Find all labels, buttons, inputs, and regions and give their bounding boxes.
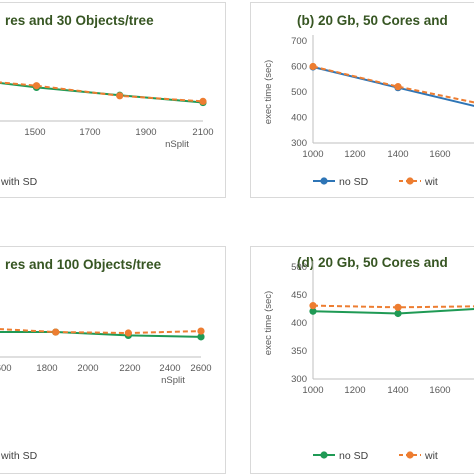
chart-d-legend-label: wit xyxy=(424,450,438,462)
chart-b-ytick-label: 400 xyxy=(291,113,307,124)
chart-c-series-1-line xyxy=(0,331,202,338)
chart-c-xtick-label: 2400 xyxy=(159,363,180,374)
chart-b-ytick-label: 700 xyxy=(291,36,307,47)
chart-b-xtick-label: 1000 xyxy=(302,149,323,160)
chart-c-title: res and 100 Objects/tree xyxy=(5,257,162,272)
chart-c-svg: res and 100 Objects/tree 1600 1800 2000 2200… xyxy=(0,257,212,462)
chart-a-xtick-label: 1900 xyxy=(135,127,156,138)
chart-d-ytick-label: 450 xyxy=(291,290,307,301)
chart-b-series-2-point xyxy=(394,83,402,91)
chart-c-series-2-point xyxy=(124,329,132,337)
chart-c-xtick-label: 1600 xyxy=(0,363,12,374)
chart-a-xtick-label: 1500 xyxy=(24,127,45,138)
chart-c-xtick-label: 2600 xyxy=(190,363,211,374)
chart-b-legend-label: no SD xyxy=(339,176,369,188)
chart-b-ylabel: exec time (sec) xyxy=(263,60,274,124)
chart-d-legend-swatch-marker xyxy=(406,451,414,459)
chart-d-series-1-line xyxy=(312,307,474,315)
chart-a-series-2-point xyxy=(32,82,41,90)
chart-b-ytick-label: 500 xyxy=(291,87,307,98)
chart-d-series-2-point xyxy=(394,303,402,311)
chart-panel-d: (d) 20 Gb, 50 Cores and 300 350 400 450 500 ex… xyxy=(250,246,474,474)
chart-d-title: (d) 20 Gb, 50 Cores and xyxy=(297,255,448,270)
chart-d-ytick-label: 300 xyxy=(291,374,307,385)
chart-d-xtick-label: 1000 xyxy=(302,385,323,396)
chart-d-series-1-point xyxy=(394,309,402,318)
chart-a-series-2-point xyxy=(199,97,207,105)
chart-a-xlabel: nSplit xyxy=(165,139,189,150)
chart-d-ylabel: exec time (sec) xyxy=(263,291,274,355)
chart-b-series-2-point xyxy=(309,62,317,71)
chart-d-series-1-point xyxy=(309,307,317,315)
chart-a-xtick-label: 2100 xyxy=(192,127,213,138)
chart-d-xtick-label: 1600 xyxy=(429,385,450,396)
chart-d-ytick-label: 400 xyxy=(291,318,307,329)
chart-c-series-2-point xyxy=(52,328,60,336)
chart-c-xtick-label: 2000 xyxy=(77,363,98,374)
chart-c-series-2-line xyxy=(0,328,202,335)
chart-a-title: res and 30 Objects/tree xyxy=(5,13,154,28)
chart-b-xtick-label: 1400 xyxy=(387,149,408,160)
chart-a-svg: res and 30 Objects/tree00150017001900210… xyxy=(0,13,214,188)
chart-a-series-2-point xyxy=(116,92,124,100)
chart-c-xtick-label: 2200 xyxy=(119,363,140,374)
chart-b-ytick-label: 600 xyxy=(291,62,307,73)
chart-d-series-2-point xyxy=(309,302,317,310)
chart-c-legend-label: with SD xyxy=(0,450,38,462)
chart-d-ytick-label: 500 xyxy=(291,262,307,273)
chart-panel-b: (b) 20 Gb, 50 Cores and 300 400 500 600 700 ex… xyxy=(250,2,474,198)
chart-d-xtick-label: 1400 xyxy=(387,385,408,396)
chart-c-series-2-point xyxy=(197,327,205,335)
chart-b-xtick-label: 1200 xyxy=(344,149,365,160)
chart-d-legend-label: no SD xyxy=(339,450,369,462)
chart-panel-a: res and 30 Objects/tree00150017001900210… xyxy=(0,2,226,198)
chart-b-series-2-line xyxy=(312,65,474,104)
chart-d-series-2-line xyxy=(312,304,474,309)
chart-c-xlabel: nSplit xyxy=(161,375,185,386)
chart-a-legend-label: with SD xyxy=(0,176,38,188)
chart-b-svg: (b) 20 Gb, 50 Cores and 300 400 500 600 700 ex… xyxy=(263,13,474,188)
chart-d-ytick-label: 350 xyxy=(291,346,307,357)
chart-d-svg: (d) 20 Gb, 50 Cores and 300 350 400 450 500 ex… xyxy=(263,255,474,462)
chart-a-series-2-line xyxy=(0,81,204,103)
chart-a-xtick-label: 1700 xyxy=(79,127,100,138)
chart-d-legend-swatch-marker xyxy=(320,451,328,459)
chart-panel-c: res and 100 Objects/tree 1600 1800 2000 2200… xyxy=(0,246,226,474)
chart-c-xtick-label: 1800 xyxy=(36,363,57,374)
chart-d-xtick-label: 1200 xyxy=(344,385,365,396)
chart-c-series-1-point xyxy=(197,333,205,341)
chart-b-ytick-label: 300 xyxy=(291,138,307,149)
chart-b-legend-swatch-marker xyxy=(320,177,328,185)
chart-b-xtick-label: 1600 xyxy=(429,149,450,160)
chart-b-title: (b) 20 Gb, 50 Cores and xyxy=(297,13,448,28)
chart-b-legend-label: wit xyxy=(424,176,438,188)
chart-b-legend-swatch-marker xyxy=(406,177,414,185)
